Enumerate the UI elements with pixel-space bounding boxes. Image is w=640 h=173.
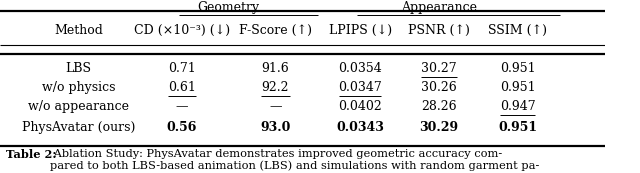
Text: Ablation Study: PhysAvatar demonstrates improved geometric accuracy com-
pared t: Ablation Study: PhysAvatar demonstrates … [51, 149, 540, 171]
Text: PhysAvatar (ours): PhysAvatar (ours) [22, 121, 136, 134]
Text: 93.0: 93.0 [260, 121, 291, 134]
Text: CD (×10⁻³) (↓): CD (×10⁻³) (↓) [134, 24, 230, 37]
Text: SSIM (↑): SSIM (↑) [488, 24, 547, 37]
Text: Geometry: Geometry [198, 1, 260, 14]
Text: 30.29: 30.29 [419, 121, 458, 134]
Text: 0.951: 0.951 [500, 62, 536, 75]
Text: PSNR (↑): PSNR (↑) [408, 24, 470, 37]
Text: 0.0354: 0.0354 [339, 62, 382, 75]
Text: F-Score (↑): F-Score (↑) [239, 24, 312, 37]
Text: Method: Method [54, 24, 103, 37]
Text: LBS: LBS [66, 62, 92, 75]
Text: —: — [269, 100, 282, 113]
Text: w/o appearance: w/o appearance [28, 100, 129, 113]
Text: 92.2: 92.2 [262, 81, 289, 94]
Text: 0.947: 0.947 [500, 100, 536, 113]
Text: 0.951: 0.951 [500, 81, 536, 94]
Text: 0.951: 0.951 [498, 121, 537, 134]
Text: w/o physics: w/o physics [42, 81, 115, 94]
Text: LPIPS (↓): LPIPS (↓) [329, 24, 392, 37]
Text: Appearance: Appearance [401, 1, 477, 14]
Text: 30.26: 30.26 [421, 81, 457, 94]
Text: 91.6: 91.6 [262, 62, 289, 75]
Text: 0.0347: 0.0347 [339, 81, 382, 94]
Text: 0.71: 0.71 [168, 62, 195, 75]
Text: 30.27: 30.27 [421, 62, 457, 75]
Text: 0.56: 0.56 [166, 121, 197, 134]
Text: 0.61: 0.61 [168, 81, 196, 94]
Text: 28.26: 28.26 [421, 100, 457, 113]
Text: 0.0402: 0.0402 [339, 100, 382, 113]
Text: —: — [175, 100, 188, 113]
Text: 0.0343: 0.0343 [336, 121, 384, 134]
Text: Table 2:: Table 2: [6, 149, 56, 160]
